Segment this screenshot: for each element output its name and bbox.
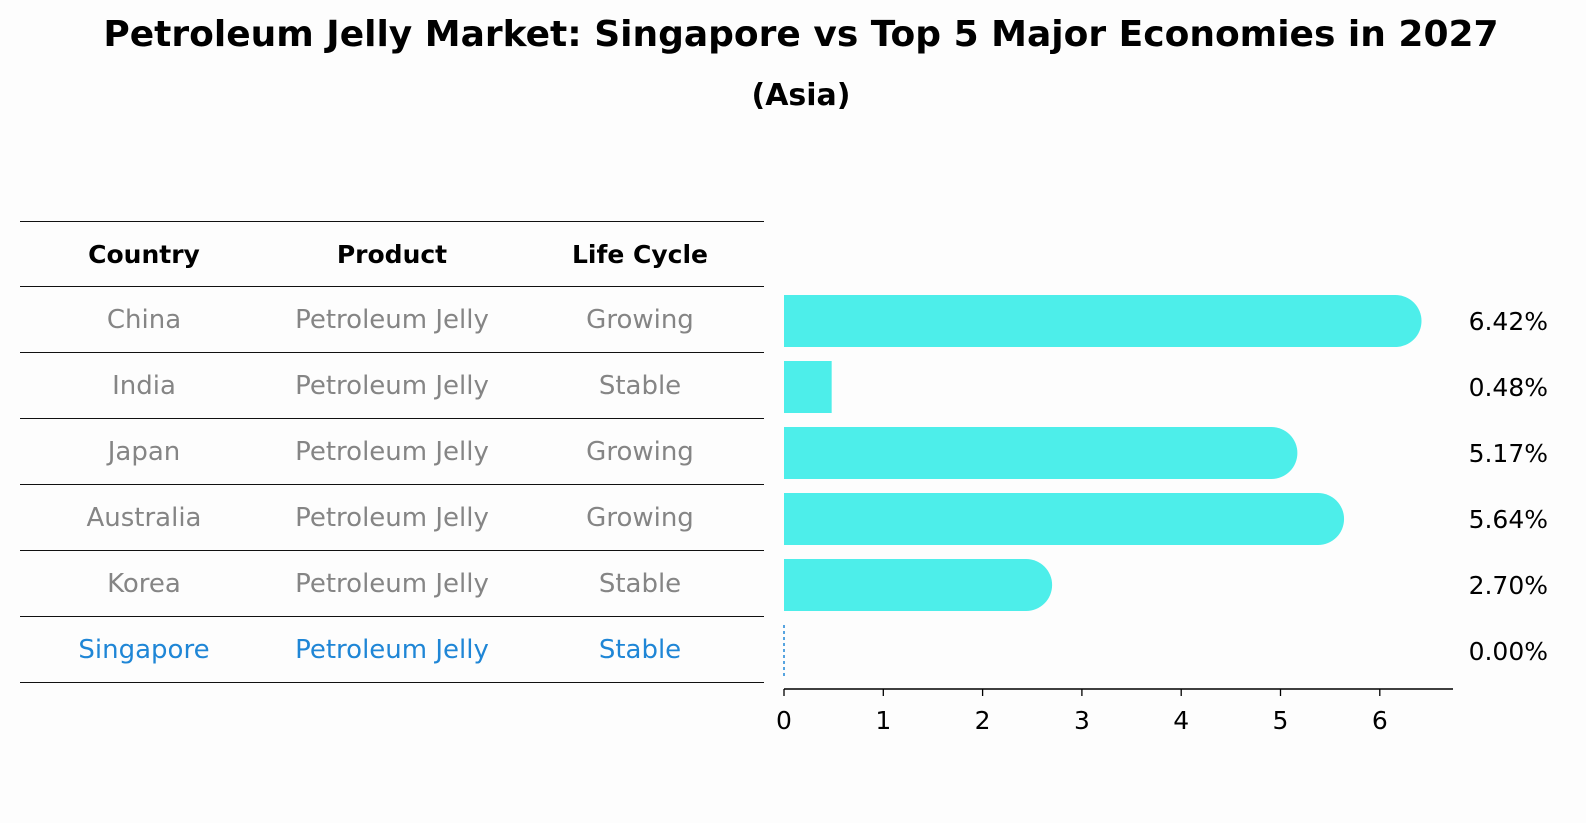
chart-title: Petroleum Jelly Market: Singapore vs Top… xyxy=(103,14,1499,55)
country-cell: Korea xyxy=(107,568,181,599)
x-tick-label-4: 4 xyxy=(1173,706,1189,735)
product-cell: Petroleum Jelly xyxy=(295,568,489,599)
country-cell: Singapore xyxy=(78,634,210,665)
header-country: Country xyxy=(88,239,200,269)
x-tick-label-6: 6 xyxy=(1372,706,1388,735)
bar-china xyxy=(784,295,1422,347)
life-cycle-cell: Growing xyxy=(586,502,694,533)
product-cell: Petroleum Jelly xyxy=(295,436,489,467)
life-cycle-cell: Growing xyxy=(586,304,694,335)
x-tick-label-5: 5 xyxy=(1273,706,1289,735)
life-cycle-cell: Stable xyxy=(598,370,682,401)
life-cycle-cell: Stable xyxy=(598,568,682,599)
table-row: Japan Petroleum Jelly Growing xyxy=(20,419,764,485)
country-cell: Australia xyxy=(86,502,202,533)
x-tick-label-0: 0 xyxy=(776,706,792,735)
chart-subtitle: (Asia) xyxy=(751,78,851,113)
bar-japan xyxy=(784,427,1298,479)
product-cell: Petroleum Jelly xyxy=(295,304,489,335)
table-row: Korea Petroleum Jelly Stable xyxy=(20,551,764,617)
bar-korea xyxy=(784,559,1053,611)
table-row: China Petroleum Jelly Growing xyxy=(20,287,764,353)
product-cell: Petroleum Jelly xyxy=(295,634,489,665)
value-label-singapore: 0.00% xyxy=(1469,637,1548,666)
country-cell: China xyxy=(106,304,182,335)
country-cell: India xyxy=(112,370,176,401)
bar-australia xyxy=(784,493,1345,545)
table-row-highlight: Singapore Petroleum Jelly Stable xyxy=(20,617,764,683)
value-label-korea: 2.70% xyxy=(1469,571,1548,600)
header-product: Product xyxy=(336,239,448,269)
life-cycle-cell: Growing xyxy=(586,436,694,467)
x-tick-label-3: 3 xyxy=(1074,706,1090,735)
value-label-australia: 5.64% xyxy=(1469,505,1548,534)
bar-india xyxy=(784,361,832,413)
life-cycle-cell: Stable xyxy=(598,634,682,665)
value-label-china: 6.42% xyxy=(1469,307,1548,336)
country-table: Country Product Life Cycle China Petrole… xyxy=(20,221,764,683)
value-label-japan: 5.17% xyxy=(1469,439,1548,468)
country-cell: Japan xyxy=(107,436,181,467)
product-cell: Petroleum Jelly xyxy=(295,502,489,533)
value-label-india: 0.48% xyxy=(1469,373,1548,402)
product-cell: Petroleum Jelly xyxy=(295,370,489,401)
table-row: Australia Petroleum Jelly Growing xyxy=(20,485,764,551)
x-tick-label-1: 1 xyxy=(875,706,891,735)
table-row: India Petroleum Jelly Stable xyxy=(20,353,764,419)
table-header-row: Country Product Life Cycle xyxy=(20,221,764,287)
header-life-cycle: Life Cycle xyxy=(571,239,709,269)
x-tick-label-2: 2 xyxy=(975,706,991,735)
